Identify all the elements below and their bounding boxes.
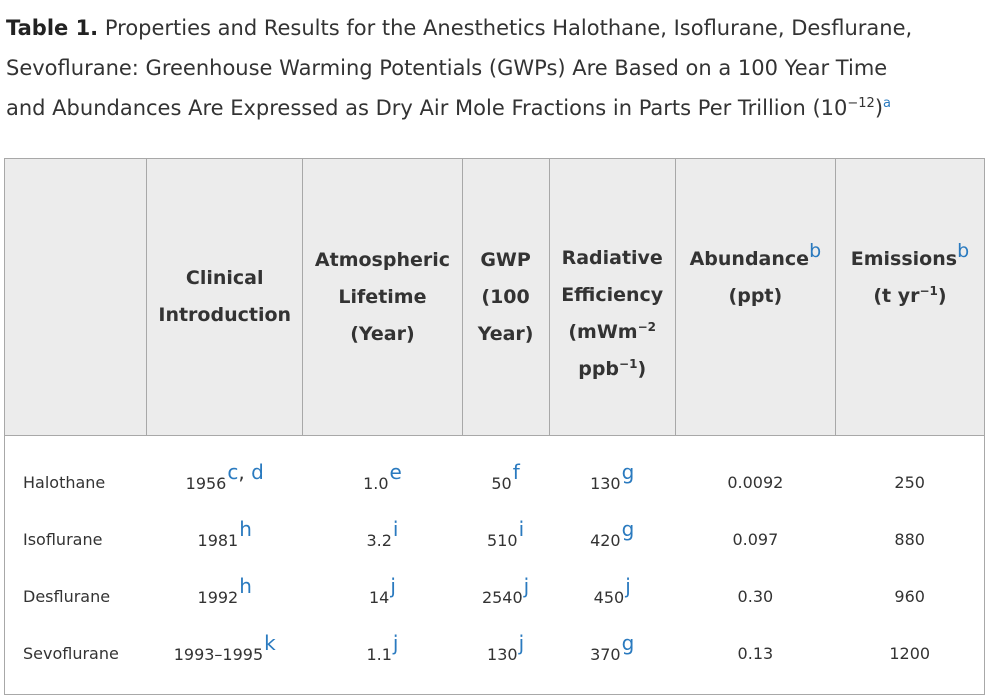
- table-row-sevoflurane: Sevoflurane 1993–1995k 1.1j 130j 370g 0.…: [5, 625, 985, 695]
- cell-intro: 1992h: [197, 574, 252, 607]
- caption-line-2: Sevoflurane: Greenhouse Warming Potentia…: [6, 56, 888, 80]
- cell-lifetime: 1.0e: [363, 460, 402, 493]
- cell-gwp: 2540j: [481, 574, 530, 607]
- cell-abundance: 0.13: [737, 644, 774, 663]
- cell-emissions: 960: [894, 587, 925, 606]
- cell-lifetime: 1.1j: [366, 631, 399, 664]
- header-blank: [4, 158, 148, 436]
- header-gwp: GWP (100 Year): [462, 158, 550, 436]
- table-header-row: Clinical Introduction Atmospheric Lifetime…: [4, 158, 985, 436]
- emissions-footnote-b[interactable]: b: [957, 240, 970, 262]
- header-emissions: Emissionsb (t yr−1): [835, 158, 985, 436]
- table-row-isoflurane: Isoflurane 1981h 3.2i 510i 420g 0.097 88…: [5, 511, 985, 568]
- cell-name: Desflurane: [23, 587, 111, 606]
- cell-emissions: 1200: [889, 644, 931, 663]
- cell-gwp: 510i: [487, 517, 525, 550]
- table-row-desflurane: Desflurane 1992h 14j 2540j 450j 0.30 960: [5, 568, 985, 625]
- caption-footnote-a[interactable]: a: [883, 96, 891, 111]
- cell-abundance: 0.097: [732, 530, 779, 549]
- cell-gwp: 130j: [487, 631, 525, 664]
- cell-name: Halothane: [23, 473, 106, 492]
- cell-name: Isoflurane: [23, 530, 103, 549]
- cell-radiative: 130g: [590, 460, 635, 493]
- cell-radiative: 450j: [593, 574, 631, 607]
- caption-line-1: Table 1. Properties and Results for the …: [6, 16, 913, 40]
- cell-emissions: 880: [894, 530, 925, 549]
- cell-radiative: 370g: [590, 631, 635, 664]
- header-clinical-introduction: Clinical Introduction: [146, 158, 304, 436]
- abundance-footnote-b[interactable]: b: [809, 240, 822, 262]
- cell-lifetime: 3.2i: [366, 517, 399, 550]
- cell-lifetime: 14j: [369, 574, 396, 607]
- cell-abundance: 0.30: [737, 587, 774, 606]
- table-caption: Table 1. Properties and Results for the …: [6, 8, 985, 128]
- header-radiative-efficiency: Radiative Efficiency (mWm−2 ppb−1): [549, 158, 676, 436]
- properties-table: Clinical Introduction Atmospheric Lifetime…: [4, 158, 985, 695]
- cell-emissions: 250: [894, 473, 925, 492]
- cell-radiative: 420g: [590, 517, 635, 550]
- header-abundance: Abundanceb (ppt): [675, 158, 836, 436]
- header-atmospheric-lifetime: Atmospheric Lifetime (Year): [302, 158, 463, 436]
- cell-name: Sevoflurane: [23, 644, 119, 663]
- caption-label: Table 1.: [6, 16, 99, 40]
- cell-intro: 1981h: [197, 517, 252, 550]
- cell-abundance: 0.0092: [727, 473, 784, 492]
- table-row-halothane: Halothane 1956c, d 1.0e 50f 130g 0.0092 …: [5, 436, 985, 512]
- cell-gwp: 50f: [491, 460, 520, 493]
- caption-line-3: and Abundances Are Expressed as Dry Air …: [6, 96, 891, 120]
- cell-intro: 1956c, d: [185, 460, 264, 493]
- cell-intro: 1993–1995k: [173, 631, 276, 664]
